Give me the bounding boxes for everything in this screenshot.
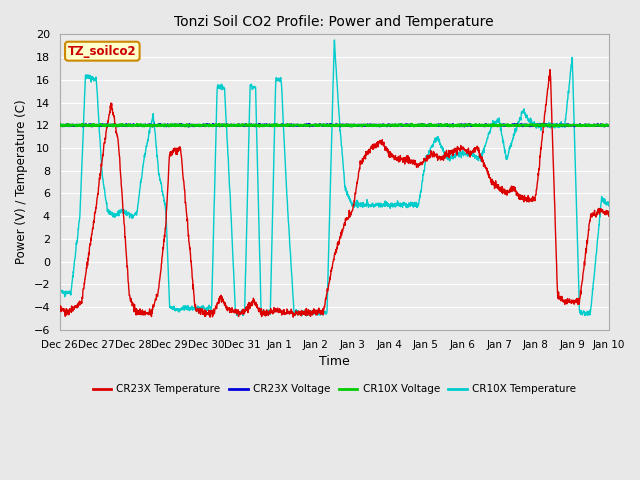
- CR10X Voltage: [323, 122, 331, 128]
- CR10X Temperature: [605, 203, 612, 209]
- CR10X Temperature: [56, 289, 63, 295]
- CR23X Temperature: [323, 288, 331, 294]
- CR23X Temperature: [84, 261, 92, 266]
- CR10X Voltage: [589, 122, 597, 128]
- CR10X Temperature: [589, 280, 597, 286]
- CR23X Voltage: [56, 122, 63, 128]
- CR10X Voltage: [449, 124, 457, 130]
- CR10X Temperature: [84, 74, 92, 80]
- CR23X Voltage: [305, 121, 313, 127]
- CR23X Temperature: [589, 211, 597, 217]
- CR10X Temperature: [323, 309, 331, 314]
- CR10X Voltage: [56, 121, 63, 127]
- CR23X Voltage: [84, 123, 92, 129]
- Line: CR23X Voltage: CR23X Voltage: [60, 124, 609, 127]
- CR10X Voltage: [489, 122, 497, 128]
- CR23X Voltage: [589, 122, 597, 128]
- CR23X Voltage: [489, 122, 497, 128]
- CR10X Voltage: [605, 122, 612, 128]
- CR10X Voltage: [84, 122, 92, 128]
- Y-axis label: Power (V) / Temperature (C): Power (V) / Temperature (C): [15, 100, 28, 264]
- CR10X Voltage: [589, 123, 597, 129]
- CR10X Temperature: [331, 37, 339, 43]
- CR23X Temperature: [56, 303, 63, 309]
- CR23X Voltage: [589, 122, 597, 128]
- CR10X Temperature: [308, 308, 316, 314]
- Legend: CR23X Temperature, CR23X Voltage, CR10X Voltage, CR10X Temperature: CR23X Temperature, CR23X Voltage, CR10X …: [88, 380, 580, 398]
- CR23X Voltage: [185, 124, 193, 130]
- CR23X Temperature: [546, 67, 554, 72]
- Line: CR10X Voltage: CR10X Voltage: [60, 124, 609, 127]
- CR23X Temperature: [605, 213, 612, 219]
- CR10X Voltage: [408, 121, 416, 127]
- CR23X Temperature: [308, 312, 316, 318]
- Line: CR23X Temperature: CR23X Temperature: [60, 70, 609, 317]
- CR23X Voltage: [323, 122, 331, 128]
- X-axis label: Time: Time: [319, 355, 349, 368]
- CR10X Temperature: [489, 120, 497, 126]
- Title: Tonzi Soil CO2 Profile: Power and Temperature: Tonzi Soil CO2 Profile: Power and Temper…: [175, 15, 494, 29]
- CR23X Voltage: [605, 122, 612, 128]
- CR23X Temperature: [289, 314, 297, 320]
- Text: TZ_soilco2: TZ_soilco2: [68, 45, 136, 58]
- Line: CR10X Temperature: CR10X Temperature: [60, 40, 609, 316]
- CR10X Temperature: [303, 313, 310, 319]
- CR10X Voltage: [308, 122, 316, 128]
- CR10X Temperature: [589, 282, 597, 288]
- CR23X Voltage: [309, 122, 317, 128]
- CR23X Temperature: [488, 179, 496, 184]
- CR23X Temperature: [589, 212, 597, 218]
